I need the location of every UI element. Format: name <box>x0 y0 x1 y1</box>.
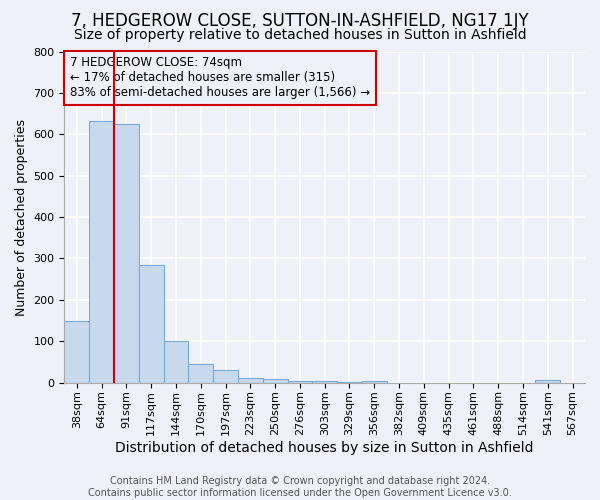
Bar <box>139 264 164 382</box>
Text: 7, HEDGEROW CLOSE, SUTTON-IN-ASHFIELD, NG17 1JY: 7, HEDGEROW CLOSE, SUTTON-IN-ASHFIELD, N… <box>71 12 529 30</box>
X-axis label: Distribution of detached houses by size in Sutton in Ashfield: Distribution of detached houses by size … <box>115 441 534 455</box>
Bar <box>213 370 238 382</box>
Text: Size of property relative to detached houses in Sutton in Ashfield: Size of property relative to detached ho… <box>74 28 526 42</box>
Bar <box>263 380 287 382</box>
Bar <box>188 364 213 382</box>
Bar <box>89 121 114 382</box>
Y-axis label: Number of detached properties: Number of detached properties <box>15 118 28 316</box>
Bar <box>535 380 560 382</box>
Bar <box>164 342 188 382</box>
Bar <box>114 124 139 382</box>
Text: Contains HM Land Registry data © Crown copyright and database right 2024.
Contai: Contains HM Land Registry data © Crown c… <box>88 476 512 498</box>
Bar <box>64 322 89 382</box>
Bar <box>287 381 313 382</box>
Bar <box>238 378 263 382</box>
Text: 7 HEDGEROW CLOSE: 74sqm
← 17% of detached houses are smaller (315)
83% of semi-d: 7 HEDGEROW CLOSE: 74sqm ← 17% of detache… <box>70 56 370 100</box>
